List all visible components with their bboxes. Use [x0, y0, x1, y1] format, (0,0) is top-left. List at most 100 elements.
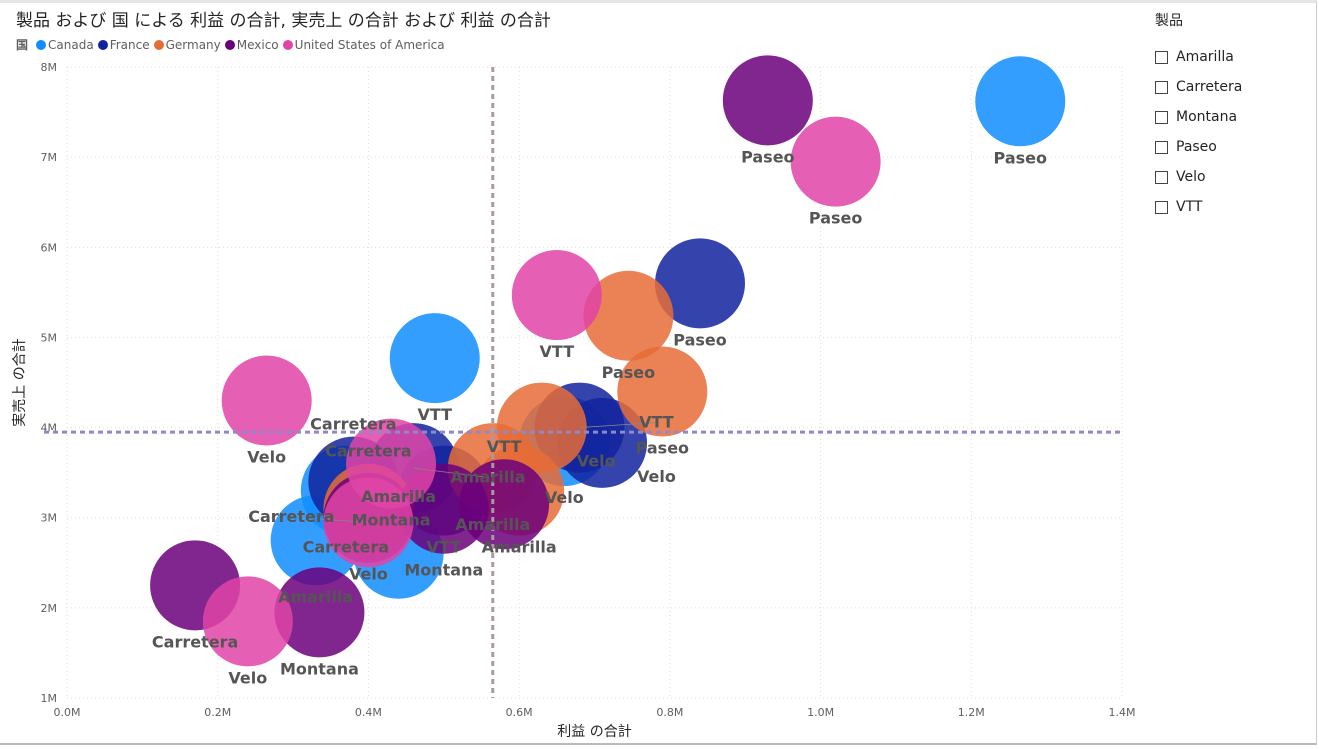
x-tick-label: 0.8M	[656, 706, 683, 719]
slicer-item[interactable]: Carretera	[1155, 72, 1242, 102]
legend-title: 国	[16, 38, 29, 52]
slicer-title: 製品	[1155, 13, 1183, 29]
data-label: Paseo	[994, 148, 1047, 167]
slicer-item[interactable]: Montana	[1155, 102, 1242, 132]
x-tick-label: 0.2M	[204, 706, 231, 719]
legend-label: Germany	[165, 37, 221, 52]
data-label: Carretera	[248, 507, 334, 526]
y-tick-label: 3M	[41, 512, 58, 525]
bubble-france	[655, 238, 745, 329]
legend-item[interactable]: United States of America	[282, 37, 445, 52]
legend-item[interactable]: France	[97, 37, 150, 52]
data-label: Paseo	[602, 363, 655, 382]
label-leader-line	[291, 516, 369, 523]
data-label: Amarilla	[455, 515, 530, 534]
data-label: Amarilla	[482, 538, 557, 557]
data-label: Velo	[545, 488, 584, 507]
data-label: Amarilla	[451, 467, 526, 486]
slicer-item[interactable]: Amarilla	[1155, 42, 1242, 72]
data-label: Montana	[352, 511, 431, 530]
slicer-item[interactable]: Paseo	[1155, 132, 1242, 162]
x-tick-label: 0.4M	[355, 706, 382, 719]
data-label: Amarilla	[361, 487, 436, 506]
slicer-item-label: VTT	[1176, 199, 1203, 215]
legend-item[interactable]: Germany	[153, 37, 221, 52]
y-tick-label: 5M	[41, 331, 58, 344]
data-label: Carretera	[325, 442, 411, 461]
legend-label: France	[109, 37, 150, 52]
scatter-plot: 0.0M 0.2M 0.4M 0.6M 0.8M 1.0M 1.2M 1.4M1M2M3M4M…	[12, 55, 1136, 740]
checkbox[interactable]	[1155, 200, 1168, 214]
data-label: Carretera	[310, 415, 396, 434]
checkbox[interactable]	[1155, 50, 1168, 64]
legend-label: Canada	[48, 37, 94, 52]
data-label: VTT	[540, 342, 575, 361]
data-label: Carretera	[152, 632, 238, 651]
checkbox[interactable]	[1155, 80, 1168, 94]
bubble-united-states-of-america	[202, 576, 293, 667]
data-label: Paseo	[741, 147, 794, 166]
bubble-united-states-of-america	[790, 116, 881, 207]
bubble-germany	[617, 346, 708, 437]
y-axis-title: 実売上 の合計	[12, 338, 28, 426]
data-label: Velo	[247, 448, 286, 467]
data-label: Velo	[577, 451, 616, 470]
legend-item[interactable]: Canada	[36, 38, 94, 52]
y-tick-label: 8M	[41, 61, 58, 74]
data-label: Velo	[349, 565, 388, 584]
x-tick-label: 0.0M	[54, 706, 81, 719]
slicer-item-label: Amarilla	[1176, 49, 1234, 65]
bubble-canada	[389, 313, 480, 404]
x-axis-title: 利益 の合計	[557, 724, 631, 740]
legend-label: United States of America	[294, 37, 445, 52]
slicer-item[interactable]: Velo	[1155, 162, 1242, 192]
legend: 国 Canada France Germany Mexico United States…	[16, 36, 445, 53]
legend-dot	[224, 39, 235, 50]
slicer-item-label: Montana	[1176, 109, 1238, 125]
legend-dot	[282, 39, 293, 50]
data-label: Paseo	[673, 330, 726, 349]
data-label: Velo	[228, 668, 267, 687]
x-tick-label: 1.2M	[958, 706, 985, 719]
data-label: VTT	[426, 538, 461, 557]
legend-dot	[97, 39, 108, 50]
checkbox[interactable]	[1155, 110, 1168, 124]
slicer-item[interactable]: VTT	[1155, 192, 1242, 222]
slicer-item-label: Velo	[1176, 169, 1206, 185]
chart-title: 製品 および 国 による 利益 の合計, 実売上 の合計 および 利益 の合計	[16, 11, 551, 31]
checkbox[interactable]	[1155, 140, 1168, 154]
data-label: Velo	[637, 467, 676, 486]
slicer-item-label: Paseo	[1176, 139, 1217, 155]
legend-label: Mexico	[236, 37, 279, 52]
data-label: Montana	[404, 561, 483, 580]
y-tick-label: 7M	[41, 151, 58, 164]
data-label: VTT	[639, 413, 674, 432]
legend-dot	[153, 39, 164, 50]
data-label: Montana	[280, 659, 359, 678]
bubble-mexico	[722, 55, 813, 146]
data-label: Carretera	[303, 538, 389, 557]
x-tick-label: 1.4M	[1109, 706, 1136, 719]
data-label: Amarilla	[278, 587, 353, 606]
label-leader-line	[579, 422, 657, 428]
y-tick-label: 2M	[41, 602, 58, 615]
bubble-canada	[975, 56, 1066, 147]
y-tick-label: 6M	[41, 241, 58, 254]
slicer-item-label: Carretera	[1176, 79, 1243, 95]
legend-item[interactable]: Mexico	[224, 37, 279, 52]
y-tick-label: 1M	[41, 692, 58, 705]
data-label: VTT	[417, 405, 452, 424]
legend-dot	[36, 39, 47, 50]
bubble-united-states-of-america	[511, 250, 602, 341]
label-leader-lines	[291, 422, 657, 523]
data-label: VTT	[487, 437, 522, 456]
product-slicer: 製品 Amarilla Carretera Montana Paseo Velo VTT	[1155, 10, 1242, 222]
x-tick-label: 0.6M	[506, 706, 533, 719]
bubble-united-states-of-america	[221, 355, 312, 446]
x-tick-label: 1.0M	[807, 706, 834, 719]
bubble-mexico	[274, 567, 365, 658]
label-leader-line	[413, 467, 489, 478]
checkbox[interactable]	[1155, 170, 1168, 184]
bubble-germany	[583, 270, 674, 361]
